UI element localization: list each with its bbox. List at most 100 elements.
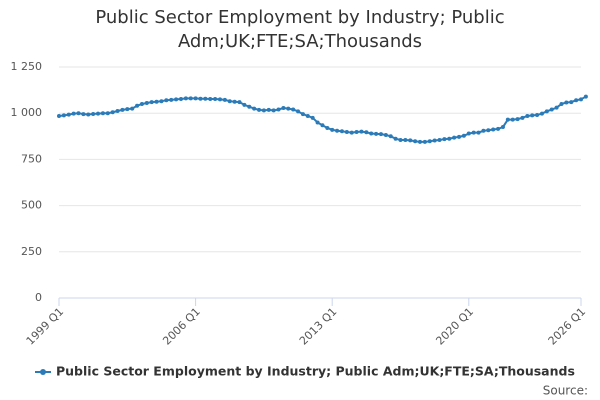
data-point — [544, 109, 549, 114]
data-point — [227, 99, 232, 104]
data-point — [476, 130, 481, 135]
data-point — [105, 111, 110, 116]
data-point — [286, 106, 291, 111]
data-point — [461, 133, 466, 138]
chart-title: Public Sector Employment by Industry; Pu… — [95, 7, 505, 52]
data-point — [271, 108, 276, 113]
data-point — [369, 131, 374, 136]
data-point — [296, 109, 301, 114]
data-point — [364, 130, 369, 135]
data-point — [81, 112, 86, 117]
source: Source: — [543, 384, 588, 398]
data-point — [217, 97, 222, 102]
data-point — [86, 112, 91, 117]
data-point — [276, 107, 281, 112]
data-point — [413, 139, 418, 144]
data-point — [330, 127, 335, 132]
data-point — [300, 112, 305, 117]
data-point — [500, 125, 505, 130]
data-point — [520, 115, 525, 120]
data-point — [183, 96, 188, 101]
data-point — [393, 136, 398, 141]
data-point — [554, 105, 559, 110]
data-point — [569, 100, 574, 105]
data-point — [403, 137, 408, 142]
data-point — [115, 108, 120, 113]
data-point — [422, 139, 427, 144]
data-point — [315, 120, 320, 125]
data-point — [135, 103, 140, 108]
data-point — [339, 129, 344, 134]
data-point — [442, 137, 447, 142]
data-point — [110, 110, 115, 115]
data-point — [100, 111, 105, 116]
data-point — [281, 106, 286, 111]
data-point — [549, 107, 554, 112]
data-point — [242, 102, 247, 107]
data-point — [530, 113, 535, 118]
data-point — [447, 136, 452, 141]
data-point — [559, 101, 564, 106]
data-point — [408, 138, 413, 143]
data-point — [71, 111, 76, 116]
legend-label: Public Sector Employment by Industry; Pu… — [56, 364, 575, 379]
data-point — [232, 99, 237, 104]
data-point — [574, 98, 579, 103]
data-point — [178, 96, 183, 101]
y-tick-label: 1 250 — [11, 60, 43, 73]
data-point — [96, 111, 101, 116]
data-point — [452, 135, 457, 140]
y-tick-label: 1 000 — [11, 106, 43, 119]
data-point — [125, 107, 130, 112]
data-point — [76, 111, 81, 116]
data-point — [344, 130, 349, 135]
data-point — [57, 113, 61, 118]
data-point — [144, 101, 149, 106]
data-point — [427, 139, 432, 144]
data-point — [91, 111, 96, 116]
data-point — [208, 96, 213, 101]
data-point — [418, 139, 423, 144]
data-point — [349, 130, 354, 135]
data-point — [164, 98, 169, 103]
data-point — [354, 130, 359, 135]
data-point — [383, 133, 388, 138]
data-point — [193, 96, 198, 101]
data-point — [496, 126, 501, 131]
data-point — [359, 129, 364, 134]
data-point — [535, 113, 540, 118]
data-point — [252, 106, 257, 111]
data-point — [486, 128, 491, 133]
data-point — [432, 138, 437, 143]
data-point — [505, 117, 510, 122]
data-point — [149, 100, 154, 105]
data-point — [139, 101, 144, 106]
data-point — [305, 113, 310, 118]
data-point — [564, 100, 569, 105]
data-point — [310, 115, 315, 120]
data-point — [130, 106, 135, 111]
data-point — [66, 112, 71, 117]
data-point — [291, 107, 296, 112]
data-point — [335, 128, 340, 133]
data-point — [257, 107, 262, 112]
data-point — [457, 134, 462, 139]
data-point — [378, 132, 383, 137]
x-tick-label: 2026 Q1 — [546, 305, 589, 348]
data-point — [320, 123, 325, 128]
data-point — [481, 128, 486, 133]
data-point — [437, 137, 442, 142]
data-point — [374, 131, 379, 136]
data-point — [154, 99, 159, 104]
data-point — [539, 111, 544, 116]
data-point — [525, 113, 530, 118]
data-point — [471, 130, 476, 135]
data-point — [213, 96, 218, 101]
data-point — [203, 96, 208, 101]
data-point — [120, 107, 125, 112]
y-tick-label: 500 — [21, 199, 42, 212]
x-tick-label: 2013 Q1 — [297, 305, 340, 348]
data-point — [579, 97, 583, 102]
